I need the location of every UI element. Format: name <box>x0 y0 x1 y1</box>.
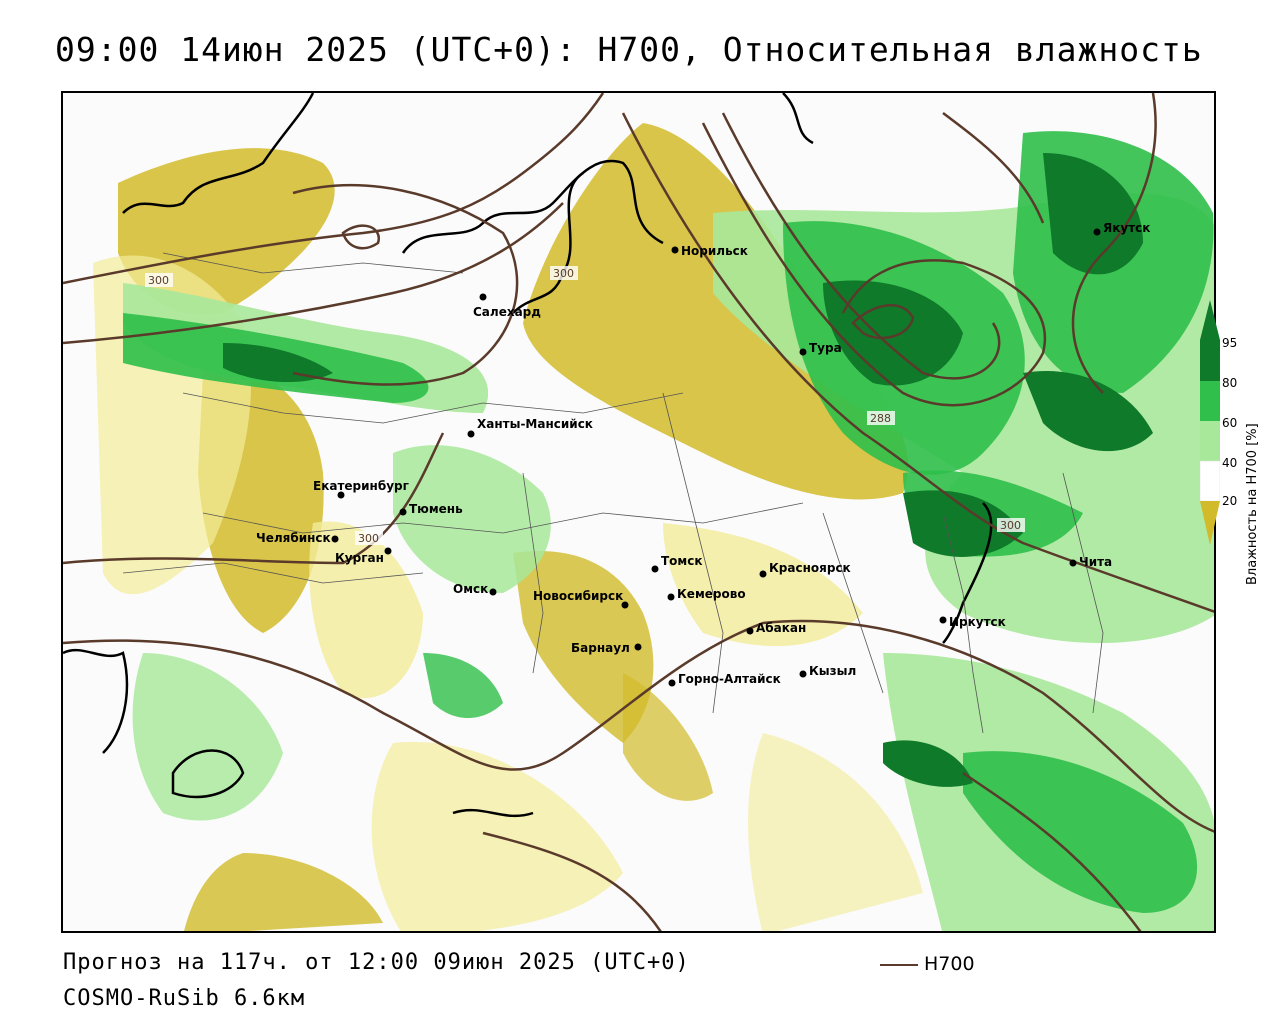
city-label-abakan: Абакан <box>756 621 806 635</box>
city-label-chelyabinsk: Челябинск <box>256 531 331 545</box>
h700-contours <box>63 93 1214 931</box>
city-marker <box>621 601 629 609</box>
city-marker <box>759 570 767 578</box>
city-marker <box>399 508 407 516</box>
city-marker <box>331 535 339 543</box>
city-marker <box>489 588 497 596</box>
city-marker <box>746 627 754 635</box>
city-marker <box>384 547 392 555</box>
cities: Якутск Норильск Салехард Тура Ханты-Манс… <box>256 221 1150 687</box>
city-label-tomsk: Томск <box>661 554 703 568</box>
city-marker <box>467 430 475 438</box>
city-label-kyzyl: Кызыл <box>809 664 856 678</box>
colorbar-tick: 40 <box>1222 456 1238 470</box>
city-marker <box>668 679 676 687</box>
forecast-map: 300 300 300 288 300 Якутск Норильск Сале… <box>61 91 1216 933</box>
city-marker <box>671 246 679 254</box>
city-label-gorno-altaysk: Горно-Алтайск <box>678 672 781 686</box>
city-label-novosibirsk: Новосибирск <box>533 589 623 603</box>
city-marker <box>634 643 642 651</box>
colorbar-title: Влажность на H700 [%] <box>1245 423 1260 585</box>
city-marker <box>337 491 345 499</box>
colorbar-tick: 60 <box>1222 416 1238 430</box>
region-borders <box>122 252 1104 734</box>
city-label-tura: Тура <box>809 341 842 355</box>
city-marker <box>667 593 675 601</box>
city-label-omsk: Омск <box>453 582 488 596</box>
map-title: 09:00 14июн 2025 (UTC+0): H700, Относите… <box>55 30 1203 69</box>
forecast-info: Прогноз на 117ч. от 12:00 09июн 2025 (UT… <box>63 950 690 975</box>
colorbar-tick: 80 <box>1222 376 1238 390</box>
city-marker <box>1093 228 1101 236</box>
coastlines <box>63 93 993 818</box>
colorbar-tick: 95 <box>1222 336 1238 350</box>
city-label-tyumen: Тюмень <box>409 502 463 516</box>
contour-label: 300 <box>358 532 379 545</box>
contour-labels: 300 300 300 288 300 <box>145 266 1025 545</box>
contour-label: 300 <box>1000 519 1021 532</box>
city-label-chita: Чита <box>1079 555 1112 569</box>
contour-label: 300 <box>148 274 169 287</box>
city-marker <box>799 670 807 678</box>
city-label-khanty-mansiysk: Ханты-Мансийск <box>477 417 593 431</box>
colorbar-swatches <box>1200 300 1220 545</box>
map-canvas: 300 300 300 288 300 Якутск Норильск Сале… <box>63 93 1214 931</box>
city-label-irkutsk: Иркутск <box>949 615 1006 629</box>
city-label-barnaul: Барнаул <box>571 641 630 655</box>
city-marker <box>799 348 807 356</box>
contour-label: 288 <box>870 412 891 425</box>
city-marker <box>651 565 659 573</box>
city-label-kurgan: Курган <box>335 551 384 565</box>
city-label-kemerovo: Кемерово <box>677 587 746 601</box>
contour-label: 300 <box>553 267 574 280</box>
city-label-yakutsk: Якутск <box>1103 221 1150 235</box>
colorbar-tick: 20 <box>1222 494 1238 508</box>
city-label-ekaterinburg: Екатеринбург <box>313 479 409 493</box>
city-marker <box>479 293 487 301</box>
city-label-krasnoyarsk: Красноярск <box>769 561 851 575</box>
city-marker <box>1069 559 1077 567</box>
h700-legend-line <box>880 964 918 966</box>
city-label-salekhard: Салехард <box>473 305 541 319</box>
h700-legend-label: H700 <box>924 953 975 975</box>
model-info: COSMO-RuSib 6.6км <box>63 986 306 1011</box>
city-marker <box>939 616 947 624</box>
humidity-field-saturated <box>223 153 1153 787</box>
city-label-norilsk: Норильск <box>681 244 748 258</box>
